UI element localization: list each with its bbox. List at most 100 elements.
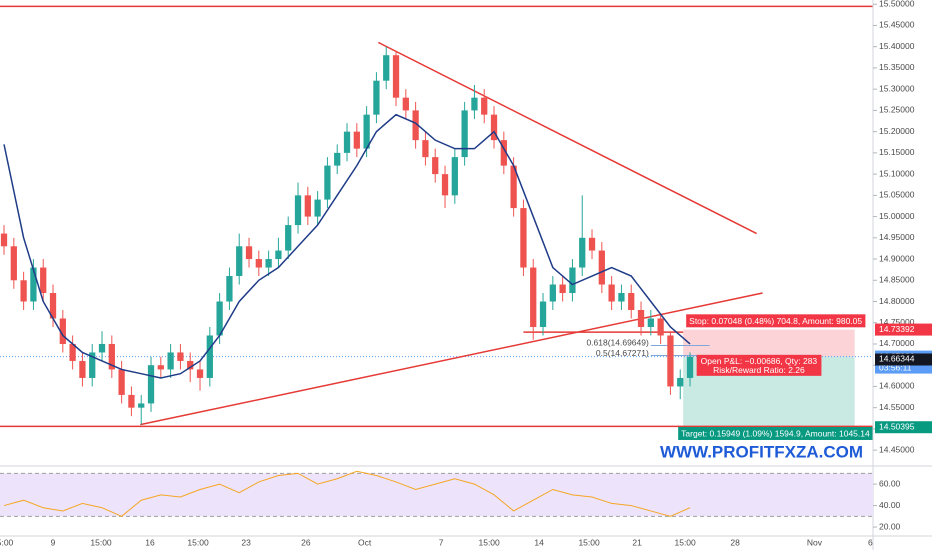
- candle-body: [667, 335, 674, 387]
- candle-body: [49, 293, 57, 319]
- candle-body: [118, 369, 125, 395]
- candle-body: [510, 165, 517, 209]
- moving-average: [3, 113, 691, 379]
- candle-body: [383, 55, 390, 81]
- y-tick-label: 15.05000: [879, 190, 915, 200]
- candle-body: [588, 237, 596, 251]
- candle-body: [187, 360, 194, 370]
- candle-body: [432, 157, 439, 175]
- candle-body: [314, 199, 321, 217]
- candle-body: [412, 110, 419, 141]
- candle-body: [422, 140, 429, 158]
- candle-body: [89, 352, 96, 378]
- rsi-tick-label: 20.00: [879, 521, 901, 531]
- price-tag: [875, 353, 932, 366]
- y-tick-label: 15.15000: [879, 147, 915, 157]
- candle-body: [402, 97, 409, 111]
- x-tick-label: 15:00: [478, 537, 500, 547]
- y-tick-label: 14.70000: [879, 338, 915, 348]
- candle-body: [461, 110, 468, 158]
- x-tick-label: 23: [241, 537, 251, 547]
- fib-label: 0.5(14.67271): [596, 348, 649, 358]
- candle-body: [451, 157, 458, 196]
- candle-body: [226, 276, 233, 302]
- candle-body: [69, 343, 76, 361]
- candle-body: [353, 131, 360, 149]
- price-tag: [875, 421, 932, 434]
- rsi-tick-label: 60.00: [879, 478, 901, 488]
- candle-body: [40, 267, 47, 294]
- candle-body: [20, 280, 27, 302]
- rr-label: Risk/Reward Ratio: 2.26: [713, 365, 805, 375]
- x-tick-label: 6: [868, 537, 873, 547]
- candle-body: [686, 356, 694, 378]
- candle-body: [294, 195, 302, 226]
- y-tick-label: 15.50000: [879, 0, 915, 8]
- y-tick-label: 15.45000: [879, 20, 915, 30]
- y-tick-label: 15.30000: [879, 83, 915, 93]
- y-tick-label: 14.75000: [879, 317, 915, 327]
- pnl-label: Open P&L: −0.00686, Qty: 283: [701, 356, 818, 366]
- candle-body: [373, 80, 380, 115]
- candle-body: [177, 352, 184, 361]
- y-tick-label: 14.45000: [879, 444, 915, 454]
- x-tick-label: 15:00: [578, 537, 600, 547]
- price-tag: [875, 323, 932, 336]
- candle-body: [628, 293, 635, 310]
- y-tick-label: 14.80000: [879, 296, 915, 306]
- candle-body: [138, 403, 145, 408]
- y-tick-label: 14.55000: [879, 402, 915, 412]
- candle-body: [30, 267, 37, 302]
- x-tick-label: 9: [51, 537, 56, 547]
- candle-body: [0, 233, 8, 247]
- candle-body: [637, 310, 645, 327]
- candle-body: [608, 284, 615, 302]
- candle-body: [657, 318, 664, 336]
- candle-body: [236, 246, 243, 277]
- candle-body: [520, 208, 527, 268]
- x-tick-label: 14: [534, 537, 544, 547]
- stop-zone: [683, 329, 855, 357]
- x-tick-label: 15:00: [674, 537, 696, 547]
- candle-body: [569, 267, 576, 294]
- y-tick-label: 14.85000: [879, 275, 915, 285]
- candle-body: [245, 246, 253, 260]
- candle-body: [275, 250, 282, 260]
- candle-body: [10, 246, 17, 281]
- candle-body: [128, 394, 135, 408]
- label-box: [686, 314, 866, 328]
- y-tick-label: 15.40000: [879, 41, 915, 51]
- candle-body: [579, 237, 586, 268]
- x-tick-label: 26: [301, 537, 311, 547]
- rsi-band: [0, 473, 873, 517]
- candle-body: [530, 267, 537, 327]
- x-tick-label: 5:00: [0, 537, 14, 547]
- price-tag-label: 14.66344: [879, 354, 915, 364]
- candle-body: [324, 165, 331, 200]
- candle-body: [265, 259, 272, 268]
- x-tick-label: 28: [730, 537, 740, 547]
- fib-label: 0.618(14.69649): [586, 338, 649, 348]
- candle-body: [79, 360, 86, 378]
- rsi-tick-label: 40.00: [879, 500, 901, 510]
- candle-body: [216, 301, 223, 336]
- rsi-line: [3, 470, 691, 517]
- x-tick-label: 21: [632, 537, 642, 547]
- trend-line: [378, 41, 758, 235]
- candle-body: [196, 369, 204, 378]
- candle-body: [677, 377, 684, 387]
- candle-body: [343, 131, 351, 153]
- candle-body: [157, 365, 164, 370]
- target-label: Target: 0.15949 (1.09%) 1594.9, Amount: …: [681, 428, 870, 438]
- candle-body: [490, 114, 498, 141]
- candle-body: [471, 97, 478, 111]
- candle-body: [392, 55, 400, 98]
- candle-body: [549, 284, 556, 302]
- candle-body: [59, 318, 66, 344]
- candle-body: [167, 352, 174, 370]
- y-tick-label: 14.60000: [879, 381, 915, 391]
- countdown: 03:56:11: [879, 362, 912, 372]
- x-tick-label: Nov: [807, 537, 823, 547]
- candle-body: [559, 284, 566, 294]
